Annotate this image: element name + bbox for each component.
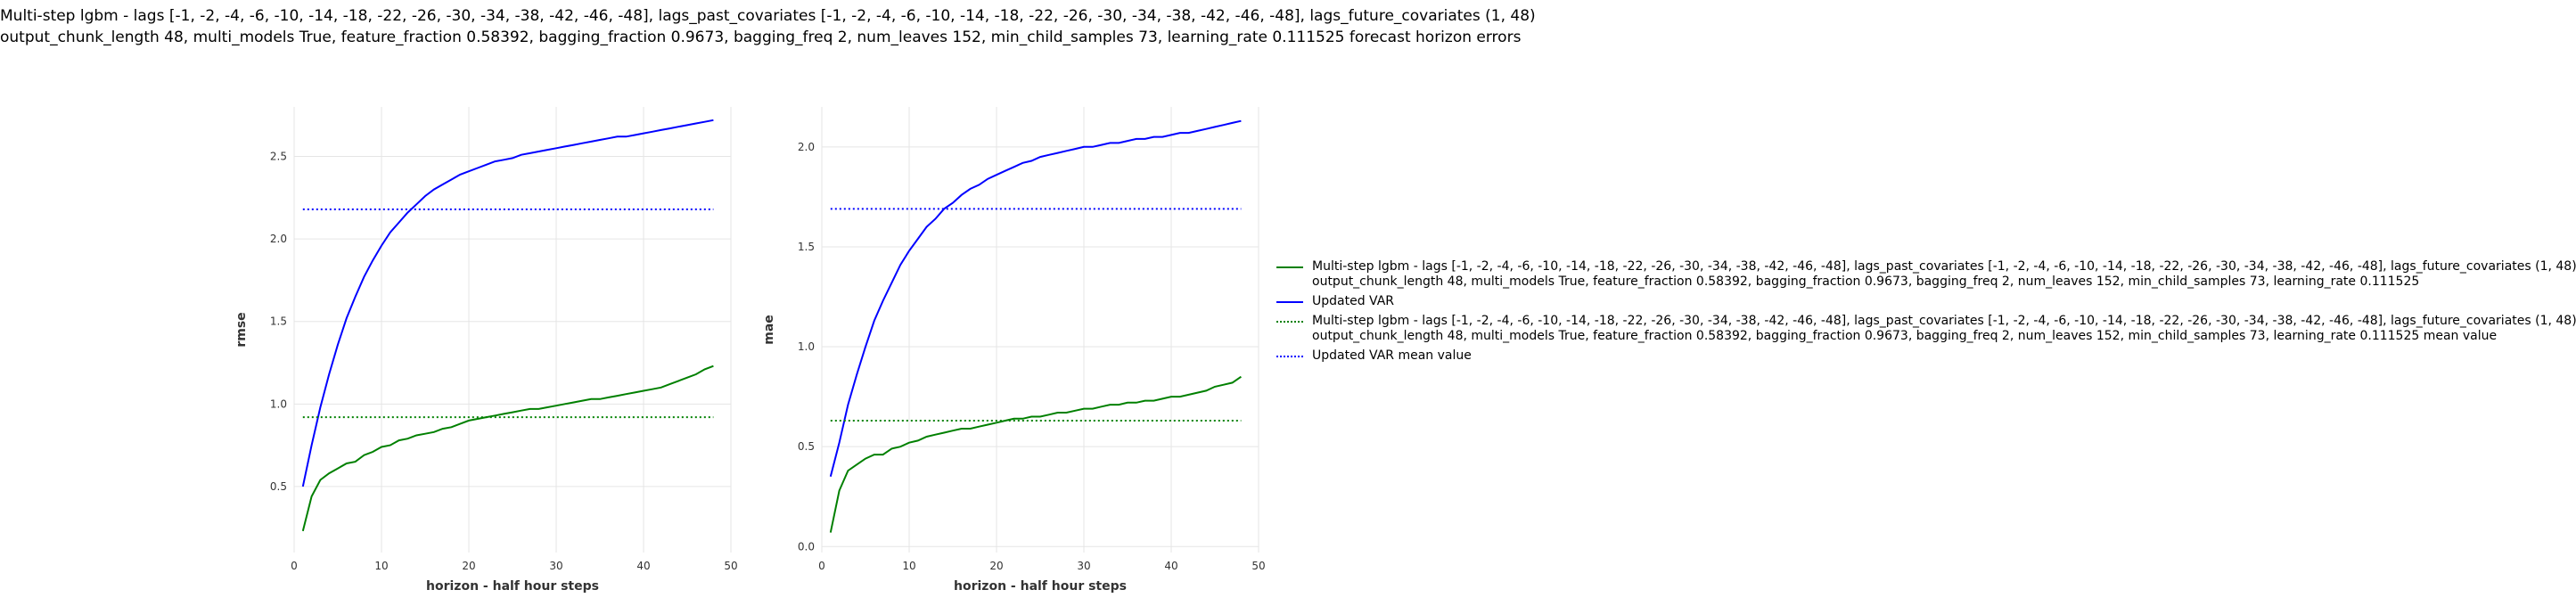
x-tick-label: 50 (1251, 560, 1265, 572)
legend-label-lgbm-line-1: Multi-step lgbm - lags [-1, -2, -4, -6, … (1312, 259, 2576, 274)
y-tick-label: 0.5 (270, 480, 287, 493)
legend-swatch-lgbm (1276, 266, 1303, 268)
x-tick-label: 0 (818, 560, 825, 572)
series-line-updated-var (829, 119, 1242, 478)
x-axis-label: horizon - half hour steps (954, 579, 1127, 594)
legend-swatch-lgbm-mean (1276, 321, 1303, 323)
series-line-lgbm (301, 365, 714, 532)
y-tick-label: 1.0 (798, 340, 815, 353)
legend-label-lgbm-mean-line-1: Multi-step lgbm - lags [-1, -2, -4, -6, … (1312, 314, 2576, 328)
legend-entry-lgbm-mean: Multi-step lgbm - lags [-1, -2, -4, -6, … (1276, 314, 2576, 344)
x-tick-label: 30 (1077, 560, 1090, 572)
x-tick-label: 40 (1164, 560, 1177, 572)
x-tick-label: 0 (291, 560, 298, 572)
legend-swatch-var (1276, 301, 1303, 303)
y-tick-label: 1.5 (798, 241, 815, 253)
legend: Multi-step lgbm - lags [-1, -2, -4, -6, … (1276, 259, 2576, 368)
y-axis-label: rmse (234, 312, 249, 347)
y-tick-label: 1.0 (270, 397, 287, 410)
legend-label-lgbm-mean-line-2: output_chunk_length 48, multi_models Tru… (1312, 329, 2498, 343)
legend-label-lgbm-line-2: output_chunk_length 48, multi_models Tru… (1312, 274, 2420, 289)
y-tick-label: 2.0 (798, 141, 815, 153)
x-tick-label: 20 (989, 560, 1003, 572)
mae-chart: 0 10 20 30 40 50 0.0 0.5 1.0 1.5 2.0 horizon - half… (762, 107, 1266, 594)
x-tick-label: 40 (636, 560, 650, 572)
legend-entry-var-mean: Updated VAR mean value (1276, 348, 2576, 364)
x-tick-label: 30 (549, 560, 562, 572)
x-tick-label: 10 (902, 560, 915, 572)
rmse-chart: 0 10 20 30 40 50 0.5 1.0 1.5 2.0 2.5 horizon - half… (234, 107, 738, 594)
x-tick-label: 50 (724, 560, 737, 572)
series-line-lgbm (829, 375, 1242, 533)
x-axis-label: horizon - half hour steps (426, 579, 599, 594)
y-tick-label: 0.5 (798, 440, 815, 453)
y-tick-label: 2.0 (270, 233, 287, 245)
y-tick-label: 0.0 (798, 540, 815, 553)
x-tick-label: 20 (462, 560, 475, 572)
x-tick-label: 10 (374, 560, 388, 572)
series-line-updated-var (301, 119, 714, 487)
figure-title: Multi-step lgbm - lags [-1, -2, -4, -6, … (0, 5, 1536, 48)
y-tick-label: 2.5 (270, 151, 287, 163)
legend-label-var-mean: Updated VAR mean value (1312, 348, 1472, 363)
legend-entry-var: Updated VAR (1276, 294, 2576, 309)
legend-entry-lgbm: Multi-step lgbm - lags [-1, -2, -4, -6, … (1276, 259, 2576, 290)
y-tick-label: 1.5 (270, 315, 287, 328)
figure-title-line-1: Multi-step lgbm - lags [-1, -2, -4, -6, … (0, 7, 1536, 25)
y-axis-label: mae (762, 315, 776, 345)
legend-label-var: Updated VAR (1312, 294, 1395, 308)
figure-title-line-2: output_chunk_length 48, multi_models Tru… (0, 29, 1522, 46)
legend-swatch-var-mean (1276, 356, 1303, 357)
